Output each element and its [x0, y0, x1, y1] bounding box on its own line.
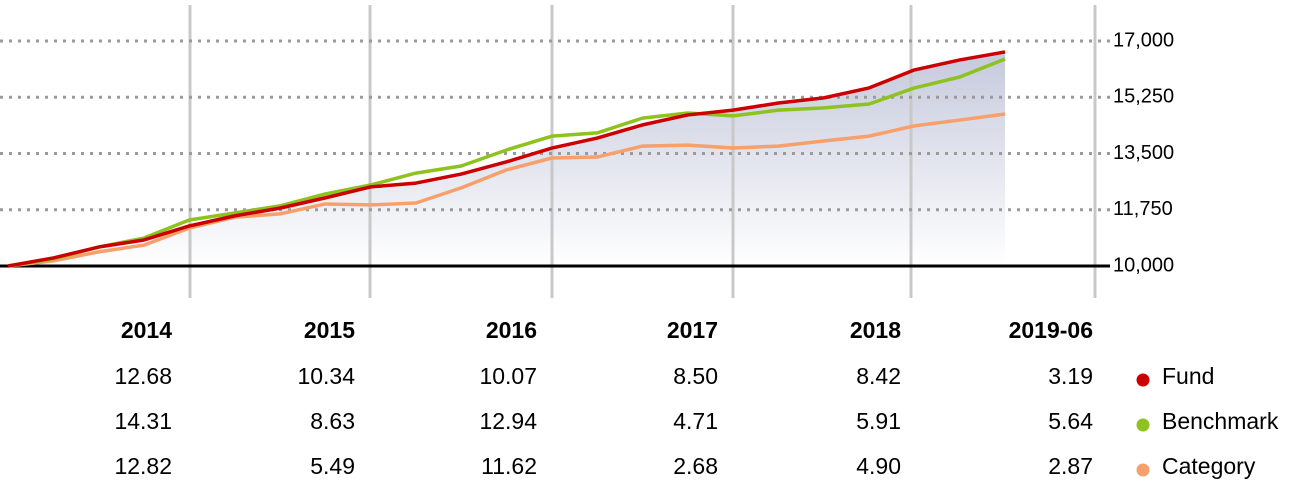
table-cell: 11.62: [481, 453, 537, 479]
table-cell: 12.82: [114, 453, 172, 479]
y-tick-label: 15,250: [1113, 86, 1174, 108]
table-cell: 8.50: [673, 363, 718, 389]
table-cell: 2.68: [673, 453, 718, 479]
series-line: [7, 57, 1006, 268]
table-cell: 12.94: [479, 408, 537, 434]
column-header: 2019-06: [1009, 317, 1093, 343]
legend-label: Category: [1162, 453, 1256, 479]
legend-label: Benchmark: [1162, 408, 1279, 434]
table-cell: 5.64: [1048, 408, 1093, 434]
table-cell: 12.68: [114, 363, 172, 389]
y-tick-label: 11,750: [1113, 198, 1173, 220]
table-cell: 5.91: [856, 408, 901, 434]
series-line: [7, 112, 1006, 268]
y-tick-label: 10,000: [1113, 254, 1174, 276]
column-header: 2014: [121, 317, 172, 343]
table-cell: 10.07: [479, 363, 537, 389]
table-cell: 14.31: [114, 408, 172, 434]
column-header: 2015: [304, 317, 355, 343]
table-cell: 3.19: [1048, 363, 1093, 389]
year-dividers: [188, 5, 1097, 298]
table-cell: 2.87: [1048, 453, 1093, 479]
table-cell: 4.90: [856, 453, 901, 479]
y-tick-label: 13,500: [1113, 142, 1174, 164]
column-header: 2017: [667, 317, 718, 343]
legend-marker: [1136, 418, 1150, 432]
table-cell: 8.42: [856, 363, 901, 389]
column-header: 2018: [850, 317, 901, 343]
table-cell: 10.34: [297, 363, 355, 389]
table-cell: 4.71: [673, 408, 718, 434]
legend-marker: [1136, 463, 1150, 477]
legend-marker: [1136, 373, 1150, 387]
column-header: 2016: [486, 317, 537, 343]
table-cell: 5.49: [310, 453, 355, 479]
table-cell: 8.63: [310, 408, 355, 434]
series-line: [7, 50, 1006, 268]
legend-label: Fund: [1162, 363, 1214, 389]
y-tick-label: 17,000: [1113, 29, 1174, 51]
